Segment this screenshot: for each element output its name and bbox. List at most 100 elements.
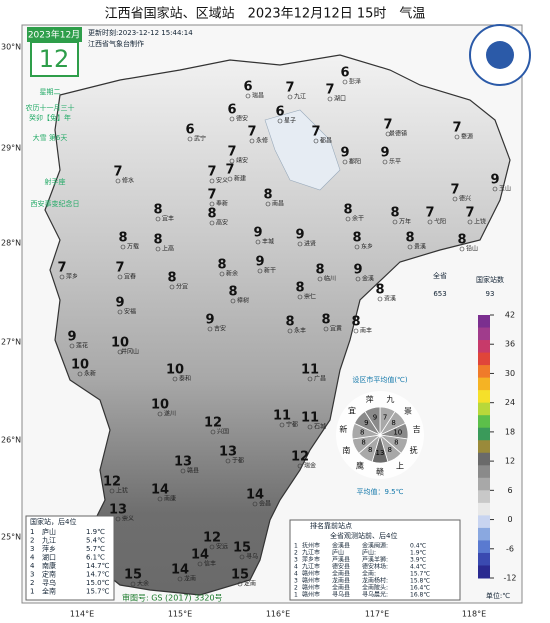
national-cell: 定南 [42,570,56,579]
station-dot [69,343,75,349]
station-dot [492,186,498,192]
station-dot [180,468,186,474]
lon-label: 115°E [168,610,192,619]
zodiac: 射手座 [45,177,66,186]
pie-value: 8 [394,438,398,446]
colorbar-tick-label: 12 [505,457,515,466]
colorbar-tick-label: 42 [505,311,515,320]
colorbar-tick-label: 0 [507,515,512,524]
station-value: 7 [57,261,66,276]
province-cell: 庐山 [332,549,344,557]
lat-label: 26°N [1,436,21,445]
station-dot [155,246,161,252]
station-value: 9 [380,146,389,161]
station-dot [77,371,83,377]
national-table-title: 国家站，后4位 [30,517,76,526]
station-value: 8 [285,315,294,330]
station-name: 吉安 [214,325,226,333]
station-name: 瑞昌 [252,92,264,100]
station-dot [130,581,136,587]
station-value: 6 [185,123,194,138]
national-cell: 14.7℃ [86,571,110,579]
national-cell: 庐山 [42,527,56,536]
calendar-day-box [30,41,79,77]
colorbar-tick-label: 24 [505,398,515,407]
station-value: 8 [207,207,216,222]
station-value: 9 [295,228,304,243]
lat-label: 30°N [1,43,21,52]
station-dot [345,216,351,222]
station-value: 7 [465,206,474,221]
station-value: 11 [301,411,319,426]
station-name: 井冈山 [121,348,139,356]
station-value: 11 [273,409,291,424]
station-name: 景德镇 [389,130,407,138]
station-dot [307,424,313,430]
station-dot [172,376,178,382]
station-name: 南康 [164,495,176,503]
pie-value: 8 [361,438,365,446]
colorbar-cell [478,515,490,529]
station-dot [382,159,388,165]
pie-city: 景 [404,406,412,415]
station-value: 8 [351,315,360,330]
lat-label: 25°N [1,533,21,542]
station-name: 上饶 [474,218,486,226]
province-cell: 1.9℃ [410,550,427,557]
colorbar-cell [478,352,490,366]
pie-city: 南 [342,445,350,455]
station-value: 10 [166,363,184,378]
station-name: 奉新 [216,200,228,208]
anniversary: 西安事变纪念日 [31,199,80,208]
station-dot [265,201,271,207]
station-dot [197,561,203,567]
station-dot [277,118,283,124]
national-cell: 1 [30,588,34,596]
station-dot [313,138,319,144]
province-cell: 0.4℃ [410,543,427,550]
colorbar-cell [478,327,490,341]
province-cell: 九江市 [302,549,320,557]
colorbar-tick-label: 36 [505,340,515,349]
province-cell: 芦溪羊狮: [362,556,388,564]
colorbar-cell [478,365,490,379]
pie-value: 8 [391,419,395,427]
station-dot [117,274,123,280]
national-cell: 九江 [42,536,56,545]
colorbar-unit: 单位:℃ [486,591,510,600]
station-value: 9 [340,146,349,161]
province-cell: 15.8℃ [410,578,430,585]
station-value: 10 [111,336,129,351]
station-dot [117,349,123,355]
title: 江西省国家站、区域站 2023年12月12日 15时 气温 [105,6,426,22]
national-cell: 萍乡 [42,544,56,553]
station-dot [209,544,215,550]
province-cell: 3.9℃ [410,557,427,564]
lat-label: 29°N [1,144,21,153]
update-time: 更新时刻:2023-12-12 15:44:14 [88,28,193,37]
station-name: 瑞金 [304,462,316,470]
station-name: 新余 [226,270,238,278]
province-cell: 赣州市 [302,577,320,585]
station-name: 会昌 [259,500,271,508]
station-value: 7 [452,121,461,136]
station-name: 定南 [244,580,256,588]
station-name: 万载 [127,243,139,251]
station-value: 12 [204,416,222,431]
national-cell: 5.7℃ [86,545,105,553]
station-value: 7 [207,188,216,203]
station-dot [115,178,121,184]
station-name: 安远 [216,543,228,551]
station-dot [187,136,193,142]
station-name: 安义 [216,177,228,185]
colorbar-tick-label: -6 [506,544,514,553]
station-name: 靖安 [236,157,248,165]
station-name: 德兴 [459,195,471,203]
station-dot [239,554,245,560]
colorbar-cell [478,427,490,441]
station-value: 8 [390,206,399,221]
station-value: 9 [67,330,76,345]
station-dot [323,326,329,332]
station-name: 都昌 [320,137,332,145]
